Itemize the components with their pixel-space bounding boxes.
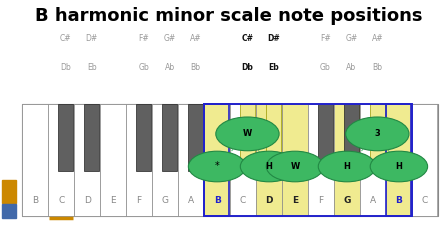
Circle shape [240, 151, 298, 182]
Bar [412, 104, 437, 216]
Text: Db: Db [242, 63, 253, 72]
Text: Ab: Ab [346, 63, 356, 72]
Text: H: H [344, 162, 350, 171]
Text: Eb: Eb [268, 63, 279, 72]
Bar [308, 104, 334, 216]
Bar [48, 104, 74, 216]
Text: D: D [265, 196, 273, 205]
Circle shape [318, 151, 376, 182]
Bar [282, 104, 308, 216]
Bar [386, 104, 411, 216]
Bar [204, 104, 230, 216]
Circle shape [266, 151, 324, 182]
Bar [126, 104, 152, 216]
Bar [22, 104, 48, 216]
Bar [334, 104, 359, 216]
Text: B: B [32, 196, 38, 205]
Text: Bb: Bb [191, 63, 201, 72]
Circle shape [188, 151, 246, 182]
Bar [205, 104, 229, 216]
Bar [204, 104, 412, 216]
Bar [266, 104, 281, 171]
Text: F#: F# [320, 34, 331, 43]
Bar [2, 180, 16, 202]
Text: Db: Db [60, 63, 71, 72]
Text: A: A [370, 196, 376, 205]
Text: B harmonic minor scale note positions: B harmonic minor scale note positions [35, 7, 423, 25]
Bar [84, 104, 99, 171]
Text: D: D [84, 196, 91, 205]
Text: A#: A# [371, 34, 383, 43]
Text: W: W [290, 162, 300, 171]
Bar [136, 104, 151, 171]
Bar [58, 104, 73, 171]
Text: G#: G# [345, 34, 358, 43]
Bar [318, 104, 333, 171]
Bar [188, 104, 203, 171]
Text: E: E [292, 196, 298, 205]
Text: H: H [266, 162, 272, 171]
Text: B: B [396, 196, 402, 205]
Bar [100, 104, 126, 216]
Text: 3: 3 [374, 129, 380, 138]
Text: G: G [343, 196, 351, 205]
Text: A: A [188, 196, 194, 205]
Bar [344, 104, 359, 171]
Bar [74, 104, 100, 216]
Text: C#: C# [242, 34, 253, 43]
Bar [22, 104, 438, 216]
Circle shape [346, 117, 409, 151]
Text: D#: D# [267, 34, 280, 43]
Text: B: B [214, 196, 220, 205]
Bar [360, 104, 385, 216]
Text: H: H [396, 162, 402, 171]
Text: A#: A# [190, 34, 202, 43]
Circle shape [370, 151, 428, 182]
Text: D#: D# [85, 34, 98, 43]
Text: *: * [215, 162, 220, 171]
Text: Gb: Gb [320, 63, 331, 72]
Text: E: E [110, 196, 116, 205]
Text: G: G [161, 196, 169, 205]
Text: C: C [240, 196, 246, 205]
Circle shape [216, 117, 279, 151]
Bar [240, 104, 255, 171]
Text: F#: F# [138, 34, 149, 43]
Bar [386, 104, 411, 216]
Text: Gb: Gb [138, 63, 149, 72]
Text: C#: C# [60, 34, 71, 43]
Text: C: C [58, 196, 64, 205]
Bar [256, 104, 282, 216]
Bar [178, 104, 204, 216]
Text: basicmusictheory.com: basicmusictheory.com [7, 79, 11, 137]
Bar [152, 104, 178, 216]
Bar [2, 204, 16, 218]
Bar [230, 104, 256, 216]
Text: C: C [422, 196, 428, 205]
Bar [162, 104, 177, 171]
Text: Ab: Ab [165, 63, 175, 72]
Text: F: F [136, 196, 142, 205]
Text: F: F [319, 196, 323, 205]
Text: Eb: Eb [87, 63, 96, 72]
Text: Bb: Bb [372, 63, 382, 72]
Text: W: W [243, 129, 252, 138]
Bar [370, 104, 385, 171]
Text: G#: G# [163, 34, 176, 43]
